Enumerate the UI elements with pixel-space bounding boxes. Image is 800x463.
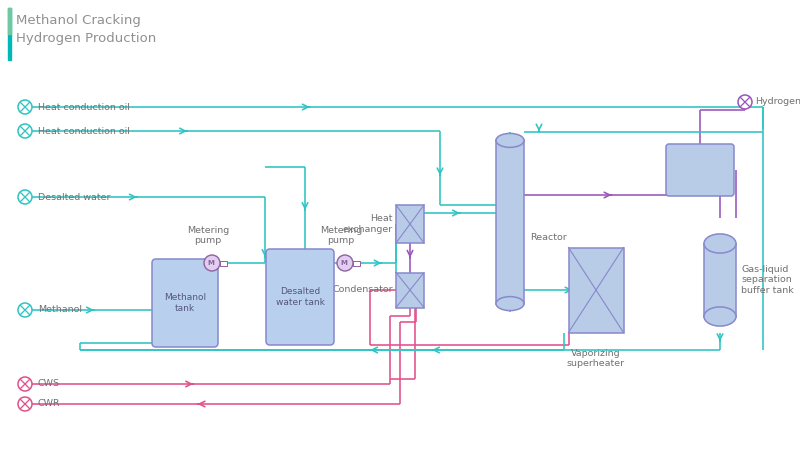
Bar [704,244,736,317]
Circle shape [18,397,32,411]
Text: Hydrogen Production: Hydrogen Production [16,32,156,45]
Bar [220,261,227,265]
Ellipse shape [704,307,736,326]
Ellipse shape [496,133,524,147]
Text: CWS: CWS [38,380,60,388]
FancyBboxPatch shape [266,249,334,345]
Text: Gas-liquid
separation
buffer tank: Gas-liquid separation buffer tank [741,265,794,295]
Text: Heat conduction oil: Heat conduction oil [38,126,130,136]
Text: Desalted
water tank: Desalted water tank [275,288,325,307]
Text: Heat conduction oil: Heat conduction oil [38,102,130,112]
FancyBboxPatch shape [666,144,734,196]
Text: Desalted water: Desalted water [38,193,110,201]
Ellipse shape [704,234,736,253]
Circle shape [18,124,32,138]
Text: Heat
exchanger: Heat exchanger [342,214,393,234]
Text: Methanol Cracking: Methanol Cracking [16,14,141,27]
Circle shape [738,95,752,109]
Bar [8,8,11,60]
Text: Condensator: Condensator [332,286,393,294]
Text: Vaporizing
superheater: Vaporizing superheater [567,349,625,368]
Text: Methanol: Methanol [38,306,82,314]
Text: PSA
purification: PSA purification [671,159,729,181]
Text: Metering
pump: Metering pump [187,225,229,245]
Circle shape [18,100,32,114]
Circle shape [204,255,220,271]
Text: Reactor: Reactor [530,232,566,242]
FancyBboxPatch shape [152,259,218,347]
Ellipse shape [496,297,524,311]
Circle shape [18,377,32,391]
Text: M: M [207,260,214,266]
Text: CWR: CWR [38,400,61,408]
Bar [396,205,424,243]
Bar [396,273,424,307]
Bar [353,261,360,265]
Bar [496,140,524,304]
Text: Metering
pump: Metering pump [320,225,362,245]
Text: Hydrogen: Hydrogen [755,98,800,106]
Circle shape [18,303,32,317]
Circle shape [18,190,32,204]
Bar [569,248,623,332]
Circle shape [337,255,353,271]
Text: Methanol
tank: Methanol tank [164,293,206,313]
Text: M: M [341,260,347,266]
Bar [8,8,11,34]
